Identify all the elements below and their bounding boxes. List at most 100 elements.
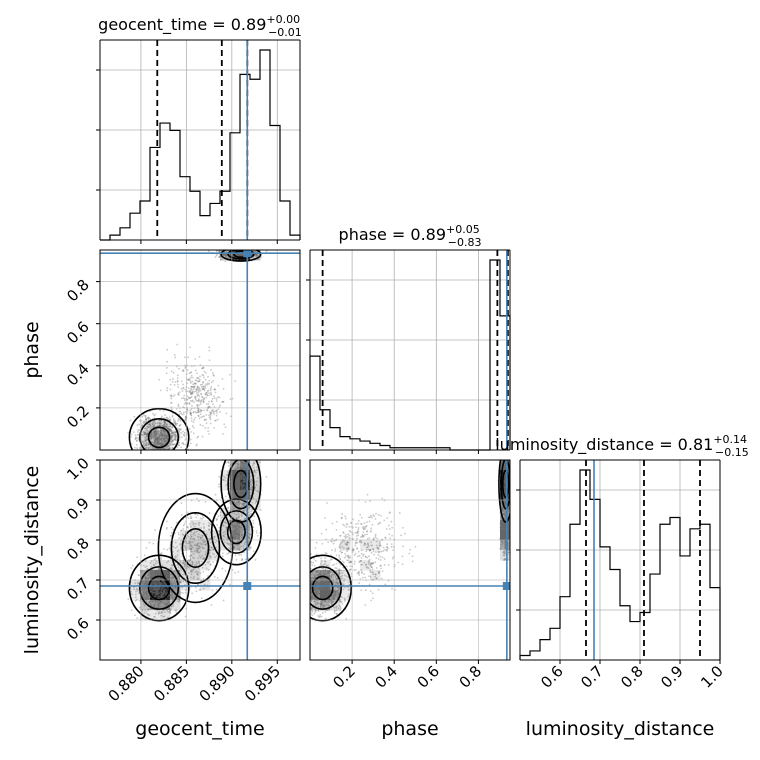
sample-point	[146, 567, 149, 570]
sample-point	[239, 482, 242, 485]
sample-point	[186, 408, 189, 411]
sample-point	[229, 373, 231, 376]
sample-point	[198, 545, 201, 548]
sample-point	[159, 570, 162, 573]
sample-point	[239, 466, 241, 469]
sample-point	[156, 437, 159, 440]
sample-point	[154, 592, 157, 595]
sample-point	[250, 483, 252, 486]
sample-point	[163, 429, 166, 432]
density-cell	[170, 590, 181, 601]
panel-title-phase: phase = 0.89+0.05 −0.83	[339, 223, 482, 249]
sample-point	[154, 431, 157, 434]
density-cell	[200, 560, 211, 571]
sample-point	[232, 524, 235, 526]
sample-point	[239, 483, 242, 486]
sample-point	[144, 598, 147, 601]
sample-point	[252, 519, 255, 522]
sample-point	[229, 398, 232, 401]
sample-point	[159, 581, 162, 584]
sample-point	[155, 592, 158, 595]
sample-point	[163, 436, 166, 438]
sample-point	[234, 536, 237, 538]
sample-point	[190, 392, 193, 395]
sample-point	[186, 395, 189, 398]
sample-point	[172, 582, 175, 585]
sample-point	[255, 255, 257, 257]
sample-point	[150, 599, 152, 601]
sample-point	[158, 419, 160, 422]
sample-point	[203, 418, 206, 421]
sample-point	[145, 610, 147, 613]
sample-point	[252, 550, 255, 553]
sample-point	[233, 501, 235, 504]
sample-point	[196, 393, 199, 396]
sample-point	[205, 413, 208, 416]
sample-point	[163, 425, 165, 428]
sample-point	[229, 520, 232, 523]
sample-point	[200, 386, 203, 388]
sample-point	[196, 547, 199, 550]
sample-point	[159, 436, 161, 439]
sample-point	[177, 417, 180, 420]
sample-point	[156, 428, 159, 431]
sample-point	[242, 502, 245, 505]
sample-point	[127, 598, 130, 600]
density-cell	[240, 460, 251, 471]
density-cell	[150, 610, 161, 621]
sample-point	[201, 435, 204, 438]
sample-point	[240, 253, 243, 256]
sample-point	[164, 425, 167, 428]
sample-point	[153, 589, 156, 592]
density-cell	[140, 560, 151, 571]
sample-point	[234, 467, 237, 470]
sample-point	[255, 253, 258, 256]
sample-point	[238, 515, 241, 518]
sample-point	[240, 467, 242, 470]
sample-point	[211, 372, 214, 374]
sample-point	[237, 477, 240, 480]
sample-point	[243, 517, 246, 520]
sample-point	[171, 414, 174, 417]
sample-point	[135, 587, 138, 590]
sample-point	[233, 493, 236, 495]
sample-point	[237, 478, 240, 481]
sample-point	[146, 590, 149, 593]
sample-point	[163, 602, 165, 605]
sample-point	[237, 490, 240, 493]
sample-point	[187, 356, 190, 359]
sample-point	[152, 434, 155, 437]
sample-point	[162, 580, 165, 583]
sample-point	[234, 527, 237, 529]
sample-point	[213, 426, 216, 429]
sample-point	[254, 486, 256, 488]
sample-point	[219, 411, 221, 413]
sample-point	[192, 569, 195, 571]
sample-point	[184, 563, 186, 566]
sample-point	[152, 542, 155, 545]
sample-point	[236, 479, 239, 482]
sample-point	[149, 418, 152, 420]
sample-point	[236, 466, 239, 469]
density-cell	[140, 440, 151, 450]
sample-point	[142, 603, 145, 605]
sample-point	[176, 563, 179, 566]
sample-point	[194, 398, 197, 401]
sample-point	[169, 594, 171, 597]
sample-point	[164, 603, 167, 606]
sample-point	[166, 561, 169, 564]
sample-point	[161, 593, 164, 596]
sample-point	[168, 577, 170, 580]
density-cell	[250, 250, 261, 261]
sample-point	[240, 254, 242, 256]
sample-point	[197, 398, 200, 401]
sample-point	[165, 592, 168, 595]
sample-point	[225, 255, 228, 258]
sample-point	[190, 515, 192, 518]
sample-point	[134, 434, 137, 436]
sample-point	[243, 463, 246, 466]
sample-point	[147, 447, 149, 450]
sample-point	[170, 444, 173, 447]
sample-point	[186, 410, 189, 412]
sample-point	[165, 592, 168, 594]
